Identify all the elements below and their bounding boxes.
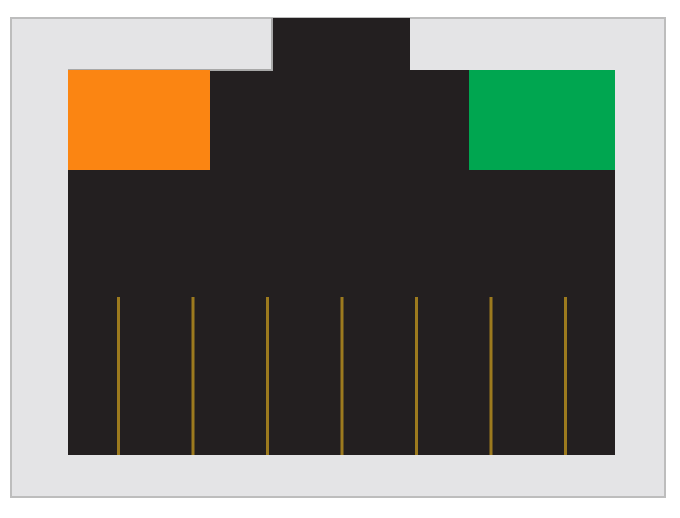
contact-pin bbox=[340, 297, 344, 455]
contact-pin bbox=[191, 297, 195, 455]
contact-pin bbox=[564, 297, 567, 455]
contact-pin bbox=[489, 297, 493, 455]
contact-pin bbox=[415, 297, 418, 455]
contact-pin bbox=[266, 297, 269, 455]
green-led-indicator bbox=[469, 70, 615, 170]
contact-pin bbox=[117, 297, 120, 455]
orange-led-indicator bbox=[68, 70, 210, 170]
contact-pins bbox=[117, 297, 567, 455]
